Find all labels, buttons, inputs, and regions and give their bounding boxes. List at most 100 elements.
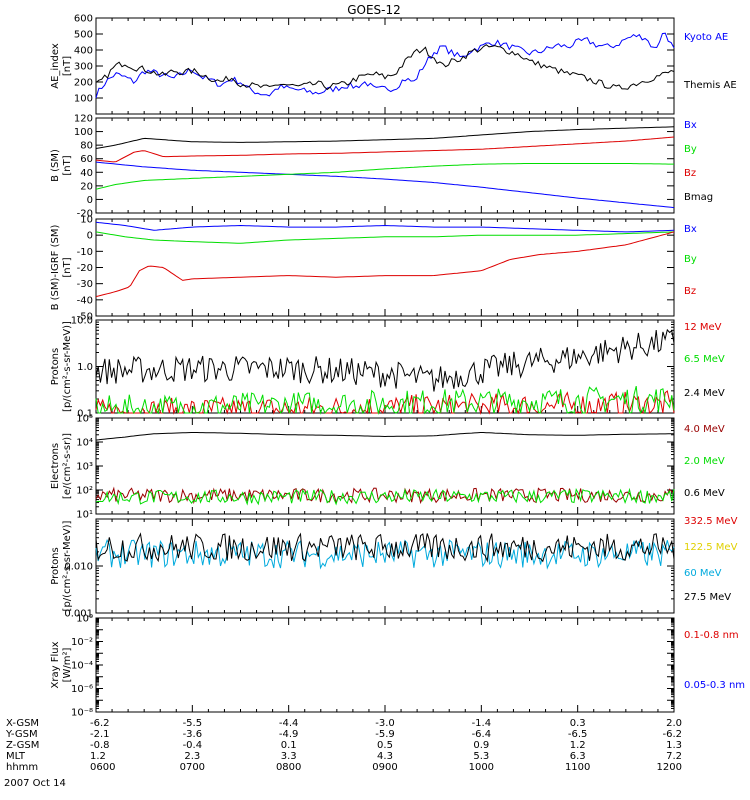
x-row-value: 1000 xyxy=(469,762,494,773)
x-row-value: -3.6 xyxy=(183,729,203,740)
panel-electrons: 10¹ 10² 10³ 10⁴ 10⁵ Electrons [e/(cm²-s-sr)] 4.… xyxy=(50,414,725,521)
y-axis-unit: [p/(cm²-s-sr-MeV)] xyxy=(62,520,73,611)
y-axis-unit: [p/(cm²-s-sr-MeV)] xyxy=(62,321,73,412)
x-row-value: 0700 xyxy=(180,762,205,773)
legend-label: 332.5 MeV xyxy=(684,516,738,527)
y-tick-label: 0 xyxy=(87,231,93,242)
panel-frame xyxy=(95,518,675,614)
x-row-value: -4.4 xyxy=(279,718,299,729)
y-tick-label: 20 xyxy=(80,181,93,192)
panel-xray: 10⁻⁸ 10⁻⁶ 10⁻⁴ 10⁻² 10⁰ Xray Flux [W/m²] 0.1-0.… xyxy=(50,614,745,719)
x-row-value: 1.3 xyxy=(666,740,682,751)
x-row-label: Z-GSM xyxy=(6,740,39,751)
y-tick-label: 600 xyxy=(74,14,93,25)
series-line xyxy=(95,32,675,99)
legend-label: Bz xyxy=(684,168,696,179)
x-row-value: 1200 xyxy=(657,762,682,773)
series-line xyxy=(95,432,674,441)
chart-title: GOES-12 xyxy=(347,3,401,17)
series-line xyxy=(95,126,675,149)
series-line xyxy=(95,487,675,506)
panel-frame xyxy=(95,617,675,713)
y-tick-label: 0.010 xyxy=(64,562,93,573)
series-line xyxy=(95,221,675,233)
x-row-value: 1100 xyxy=(565,762,590,773)
x-row-value: 3.3 xyxy=(281,751,297,762)
y-tick-label: 10⁻⁴ xyxy=(71,661,93,672)
panel-frame xyxy=(95,218,675,317)
y-tick-label: 1.0 xyxy=(77,362,93,373)
series-line xyxy=(95,532,675,563)
y-tick-label: 10³ xyxy=(76,462,93,473)
x-row-value: 0800 xyxy=(276,762,301,773)
legend-label: Bx xyxy=(684,120,697,131)
legend-label: 0.6 MeV xyxy=(684,488,725,499)
y-axis-unit: [nT] xyxy=(62,56,73,76)
y-axis-unit: [nT] xyxy=(62,155,73,175)
series-line xyxy=(95,538,675,570)
x-row-value: 6.3 xyxy=(570,751,586,762)
legend-label: 2.4 MeV xyxy=(684,388,725,399)
y-tick-label: 10⁻² xyxy=(71,637,93,648)
y-tick-label: -30 xyxy=(77,279,93,290)
x-row-value: 1.2 xyxy=(570,740,586,751)
y-tick-label: -10 xyxy=(77,247,93,258)
y-tick-label: 10⁰ xyxy=(76,614,93,625)
x-row-value: -1.4 xyxy=(472,718,492,729)
x-row-value: -6.5 xyxy=(568,729,588,740)
date-label: 2007 Oct 14 xyxy=(4,778,66,789)
x-row-label: hhmm xyxy=(6,762,38,773)
y-tick-label: 10⁴ xyxy=(76,438,93,449)
y-axis-label: B (SM) xyxy=(50,149,61,182)
legend-label: 0.1-0.8 nm xyxy=(684,630,739,641)
y-tick-label: 60 xyxy=(80,154,93,165)
x-row-value: -6.2 xyxy=(90,718,110,729)
panel-frame xyxy=(95,17,675,115)
panel-bsmigrf: -50 -40 -30 -20 -10 0 10 B (SM)-IGRF (SM) [nT] Bx… xyxy=(50,215,697,323)
y-tick-label: -20 xyxy=(77,209,93,220)
x-row-label: Y-GSM xyxy=(5,729,38,740)
x-row-value: 2.0 xyxy=(666,718,682,729)
y-axis-unit: [e/(cm²-s-sr)] xyxy=(62,433,73,499)
legend-label: By xyxy=(684,254,697,265)
legend-label: 6.5 MeV xyxy=(684,354,725,365)
x-row-value: -5.9 xyxy=(375,729,395,740)
legend-label: Bz xyxy=(684,286,696,297)
legend-label: Bmag xyxy=(684,192,713,203)
legend-label: 122.5 MeV xyxy=(684,542,738,553)
y-tick-label: 100 xyxy=(74,127,93,138)
legend-label: By xyxy=(684,144,697,155)
y-axis-label: B (SM)-IGRF (SM) xyxy=(50,225,61,311)
y-axis-label: AE_index xyxy=(50,43,61,89)
x-row-value: -3.0 xyxy=(375,718,395,729)
y-tick-label: 0.1 xyxy=(77,409,93,420)
series-line xyxy=(95,163,674,190)
x-row-value: -2.1 xyxy=(90,729,110,740)
series-line xyxy=(95,385,675,415)
y-tick-label: 10² xyxy=(76,486,93,497)
legend-label: 4.0 MeV xyxy=(684,424,725,435)
y-tick-label: 80 xyxy=(80,141,93,152)
legend-label: 0.05-0.3 nm xyxy=(684,680,745,691)
y-tick-label: 10 xyxy=(80,215,93,226)
legend-label: Bx xyxy=(684,224,697,235)
series-line xyxy=(95,231,675,298)
y-tick-label: 200 xyxy=(74,78,93,89)
series-line xyxy=(95,390,675,415)
x-row-value: 0.1 xyxy=(281,740,297,751)
y-tick-label: 10⁻⁶ xyxy=(71,684,93,695)
y-tick-label: 100 xyxy=(74,94,93,105)
x-row-value: -0.4 xyxy=(183,740,203,751)
y-tick-label: 0 xyxy=(87,195,93,206)
legend-label: 60 MeV xyxy=(684,568,722,579)
y-tick-label: 300 xyxy=(74,62,93,73)
panel-bsm: -20 0 20 40 60 80 100 120 B (SM) [nT] Bx By Bz Bmag xyxy=(50,114,713,220)
y-axis-label: Electrons xyxy=(50,443,61,489)
y-tick-label: 10¹ xyxy=(76,510,93,521)
series-line xyxy=(95,161,675,209)
series-line xyxy=(95,231,675,244)
y-tick-label: 10.0 xyxy=(71,316,93,327)
x-row-value: 0.5 xyxy=(377,740,393,751)
